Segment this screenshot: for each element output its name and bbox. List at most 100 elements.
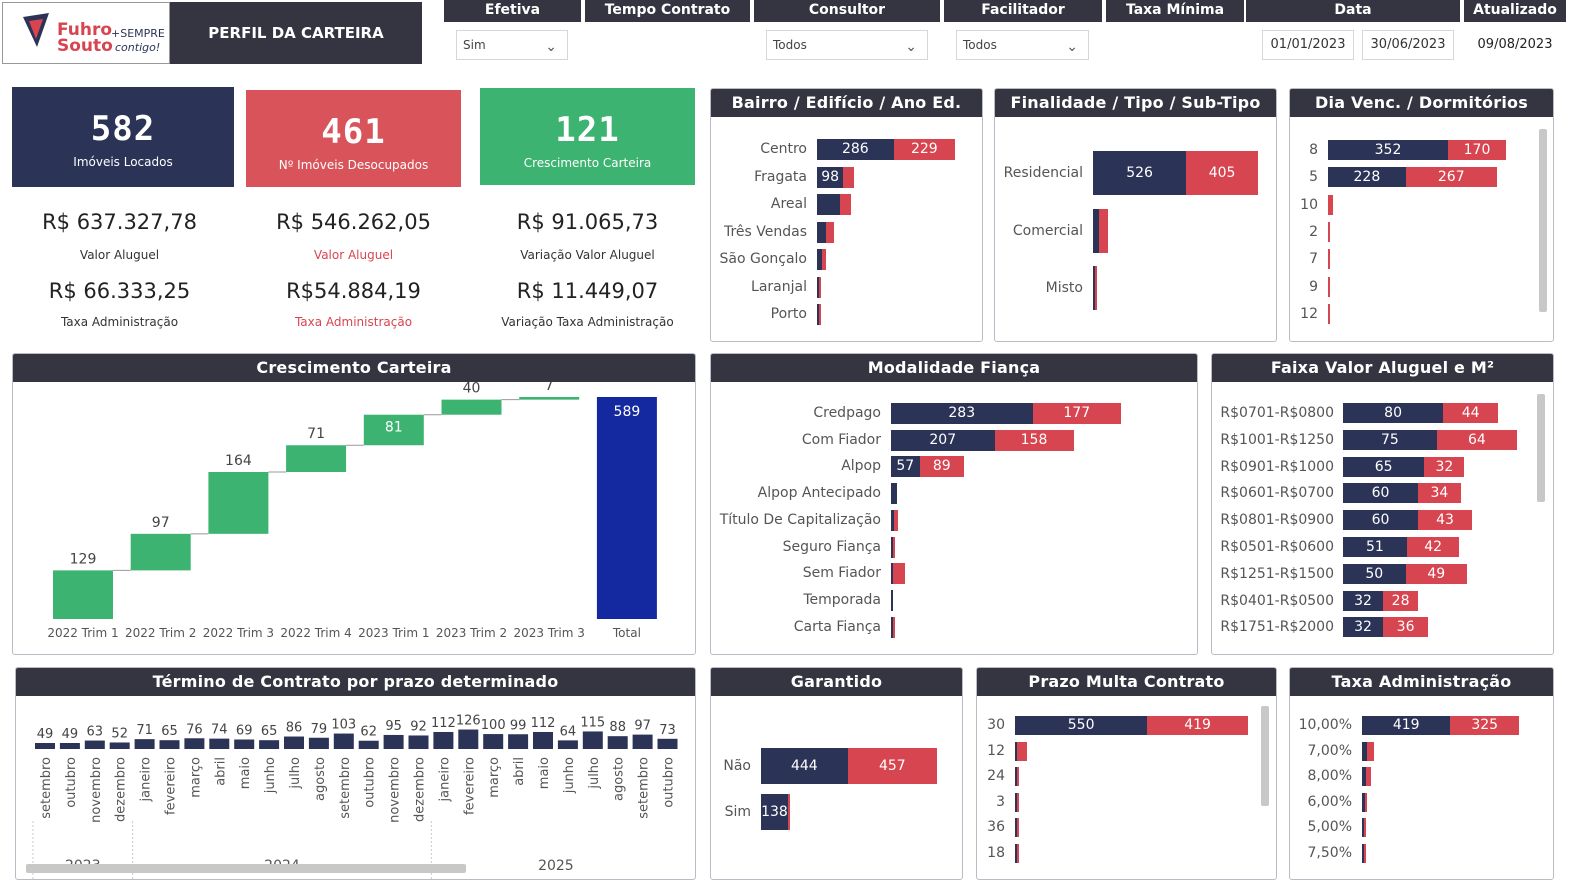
faixa-bar-desocupados[interactable]: 42: [1406, 537, 1460, 557]
bairro-bar-locados[interactable]: [817, 221, 827, 243]
waterfall-bar[interactable]: [441, 399, 502, 415]
bairro-bar-desocupados[interactable]: [840, 194, 852, 215]
taxaadm-bar-desocupados[interactable]: [1367, 741, 1374, 761]
facilitador-dropdown[interactable]: Todos ⌄: [956, 30, 1089, 60]
termino-bar[interactable]: [657, 738, 678, 749]
prazo-bar-locados[interactable]: 550: [1015, 716, 1148, 735]
diavenc-bar-desocupados[interactable]: [1328, 249, 1330, 270]
waterfall-bar[interactable]: [596, 397, 657, 619]
faixa-row[interactable]: R$0901-R$1000 65 32: [1212, 456, 1553, 477]
faixa-row[interactable]: R$0601-R$0700 60 34: [1212, 483, 1553, 504]
faixa-bar-desocupados[interactable]: 28: [1383, 590, 1419, 611]
termino-bar[interactable]: [433, 731, 454, 749]
diavenc-bar-desocupados[interactable]: 170: [1448, 140, 1506, 160]
faixa-scrollbar[interactable]: [1537, 394, 1545, 502]
modalidade-bar-locados[interactable]: 57: [891, 456, 920, 478]
faixa-bar-locados[interactable]: 80: [1343, 403, 1444, 423]
bairro-bar-desocupados[interactable]: 229: [893, 139, 955, 160]
termino-bar[interactable]: [607, 736, 628, 749]
termino-bar[interactable]: [259, 740, 280, 749]
termino-scrollbar[interactable]: [26, 864, 466, 873]
termino-bar[interactable]: [109, 742, 130, 749]
prazo-bar-locados[interactable]: [1015, 844, 1017, 863]
garantido-bar-desocupados[interactable]: 457: [847, 748, 937, 784]
diavenc-row[interactable]: 7: [1290, 249, 1553, 270]
bairro-bar-locados[interactable]: [817, 276, 819, 298]
waterfall-bar[interactable]: [286, 445, 347, 473]
bairro-bar-locados[interactable]: 98: [817, 166, 844, 188]
termino-bar[interactable]: [632, 734, 653, 749]
prazo-row[interactable]: 18: [977, 844, 1276, 863]
modalidade-row[interactable]: Seguro Fiança: [711, 536, 1197, 558]
modalidade-bar-desocupados[interactable]: 89: [919, 456, 964, 478]
taxaadm-row[interactable]: 7,00%: [1290, 741, 1553, 761]
termino-bar[interactable]: [184, 738, 205, 749]
diavenc-bar-locados[interactable]: 352: [1328, 140, 1449, 160]
date-start-input[interactable]: 01/01/2023: [1262, 30, 1354, 60]
garantido-row[interactable]: Sim 138: [711, 794, 962, 830]
prazo-row[interactable]: 36: [977, 818, 1276, 838]
diavenc-bar-desocupados[interactable]: [1328, 276, 1330, 297]
prazo-bar-desocupados[interactable]: [1017, 792, 1019, 812]
finalidade-bar-desocupados[interactable]: 405: [1186, 151, 1258, 195]
faixa-bar-locados[interactable]: 50: [1343, 563, 1406, 584]
faixa-bar-locados[interactable]: 75: [1343, 429, 1437, 450]
bairro-bar-desocupados[interactable]: [819, 276, 822, 298]
waterfall-bar[interactable]: [53, 570, 113, 619]
consultor-dropdown[interactable]: Todos ⌄: [766, 30, 928, 60]
finalidade-row[interactable]: Comercial: [995, 208, 1276, 253]
diavenc-scrollbar[interactable]: [1539, 129, 1547, 312]
taxaadm-bar-desocupados[interactable]: [1366, 767, 1372, 787]
diavenc-bar-desocupados[interactable]: [1328, 221, 1330, 242]
modalidade-bar-desocupados[interactable]: 177: [1032, 403, 1121, 424]
diavenc-row[interactable]: 8 352 170: [1290, 140, 1553, 160]
finalidade-bar-locados[interactable]: [1093, 208, 1100, 253]
modalidade-bar-desocupados[interactable]: 158: [994, 429, 1074, 451]
modalidade-row[interactable]: Com Fiador 207 158: [711, 429, 1197, 451]
termino-bar[interactable]: [209, 738, 230, 749]
waterfall-bar[interactable]: [363, 414, 424, 446]
termino-bar[interactable]: [383, 734, 404, 749]
faixa-bar-desocupados[interactable]: 43: [1418, 510, 1472, 531]
modalidade-bar-desocupados[interactable]: [894, 509, 898, 531]
finalidade-bar-locados[interactable]: 526: [1093, 151, 1187, 195]
diavenc-bar-locados[interactable]: 228: [1328, 167, 1406, 188]
faixa-row[interactable]: R$1251-R$1500 50 49: [1212, 563, 1553, 584]
termino-bar[interactable]: [408, 735, 429, 749]
termino-bar[interactable]: [84, 740, 105, 749]
modalidade-bar-locados[interactable]: [891, 589, 893, 611]
prazo-bar-desocupados[interactable]: [1017, 741, 1027, 761]
finalidade-row[interactable]: Misto: [995, 266, 1276, 310]
diavenc-row[interactable]: 2: [1290, 221, 1553, 242]
modalidade-bar-desocupados[interactable]: [893, 536, 895, 558]
faixa-row[interactable]: R$0401-R$0500 32 28: [1212, 590, 1553, 611]
faixa-bar-locados[interactable]: 60: [1343, 510, 1419, 531]
prazo-row[interactable]: 24: [977, 767, 1276, 787]
bairro-row[interactable]: Porto: [711, 304, 982, 325]
prazo-row[interactable]: 30 550 419: [977, 716, 1276, 735]
prazo-bar-locados[interactable]: [1015, 741, 1018, 761]
termino-bar[interactable]: [333, 733, 354, 749]
waterfall-bar[interactable]: [208, 472, 269, 534]
modalidade-bar-locados[interactable]: [891, 483, 897, 505]
termino-bar[interactable]: [582, 731, 603, 749]
modalidade-row[interactable]: Alpop Antecipado: [711, 483, 1197, 505]
bairro-row[interactable]: Três Vendas: [711, 221, 982, 243]
prazo-bar-desocupados[interactable]: 419: [1147, 716, 1248, 735]
bairro-row[interactable]: Areal: [711, 194, 982, 215]
faixa-bar-desocupados[interactable]: 64: [1436, 429, 1517, 450]
date-end-input[interactable]: 30/06/2023: [1362, 30, 1454, 60]
bairro-bar-desocupados[interactable]: [826, 221, 835, 243]
waterfall-bar[interactable]: [519, 397, 580, 400]
termino-bar[interactable]: [159, 740, 180, 749]
faixa-bar-locados[interactable]: 32: [1343, 617, 1384, 638]
taxaadm-bar-locados[interactable]: [1362, 741, 1368, 761]
bairro-bar-desocupados[interactable]: [819, 304, 821, 325]
modalidade-bar-locados[interactable]: 283: [891, 403, 1033, 424]
modalidade-row[interactable]: Sem Fiador: [711, 563, 1197, 585]
prazo-row[interactable]: 12: [977, 741, 1276, 761]
faixa-row[interactable]: R$1001-R$1250 75 64: [1212, 429, 1553, 450]
bairro-bar-desocupados[interactable]: [843, 166, 854, 188]
faixa-bar-desocupados[interactable]: 44: [1443, 403, 1499, 423]
taxaadm-bar-locados[interactable]: [1362, 818, 1365, 838]
